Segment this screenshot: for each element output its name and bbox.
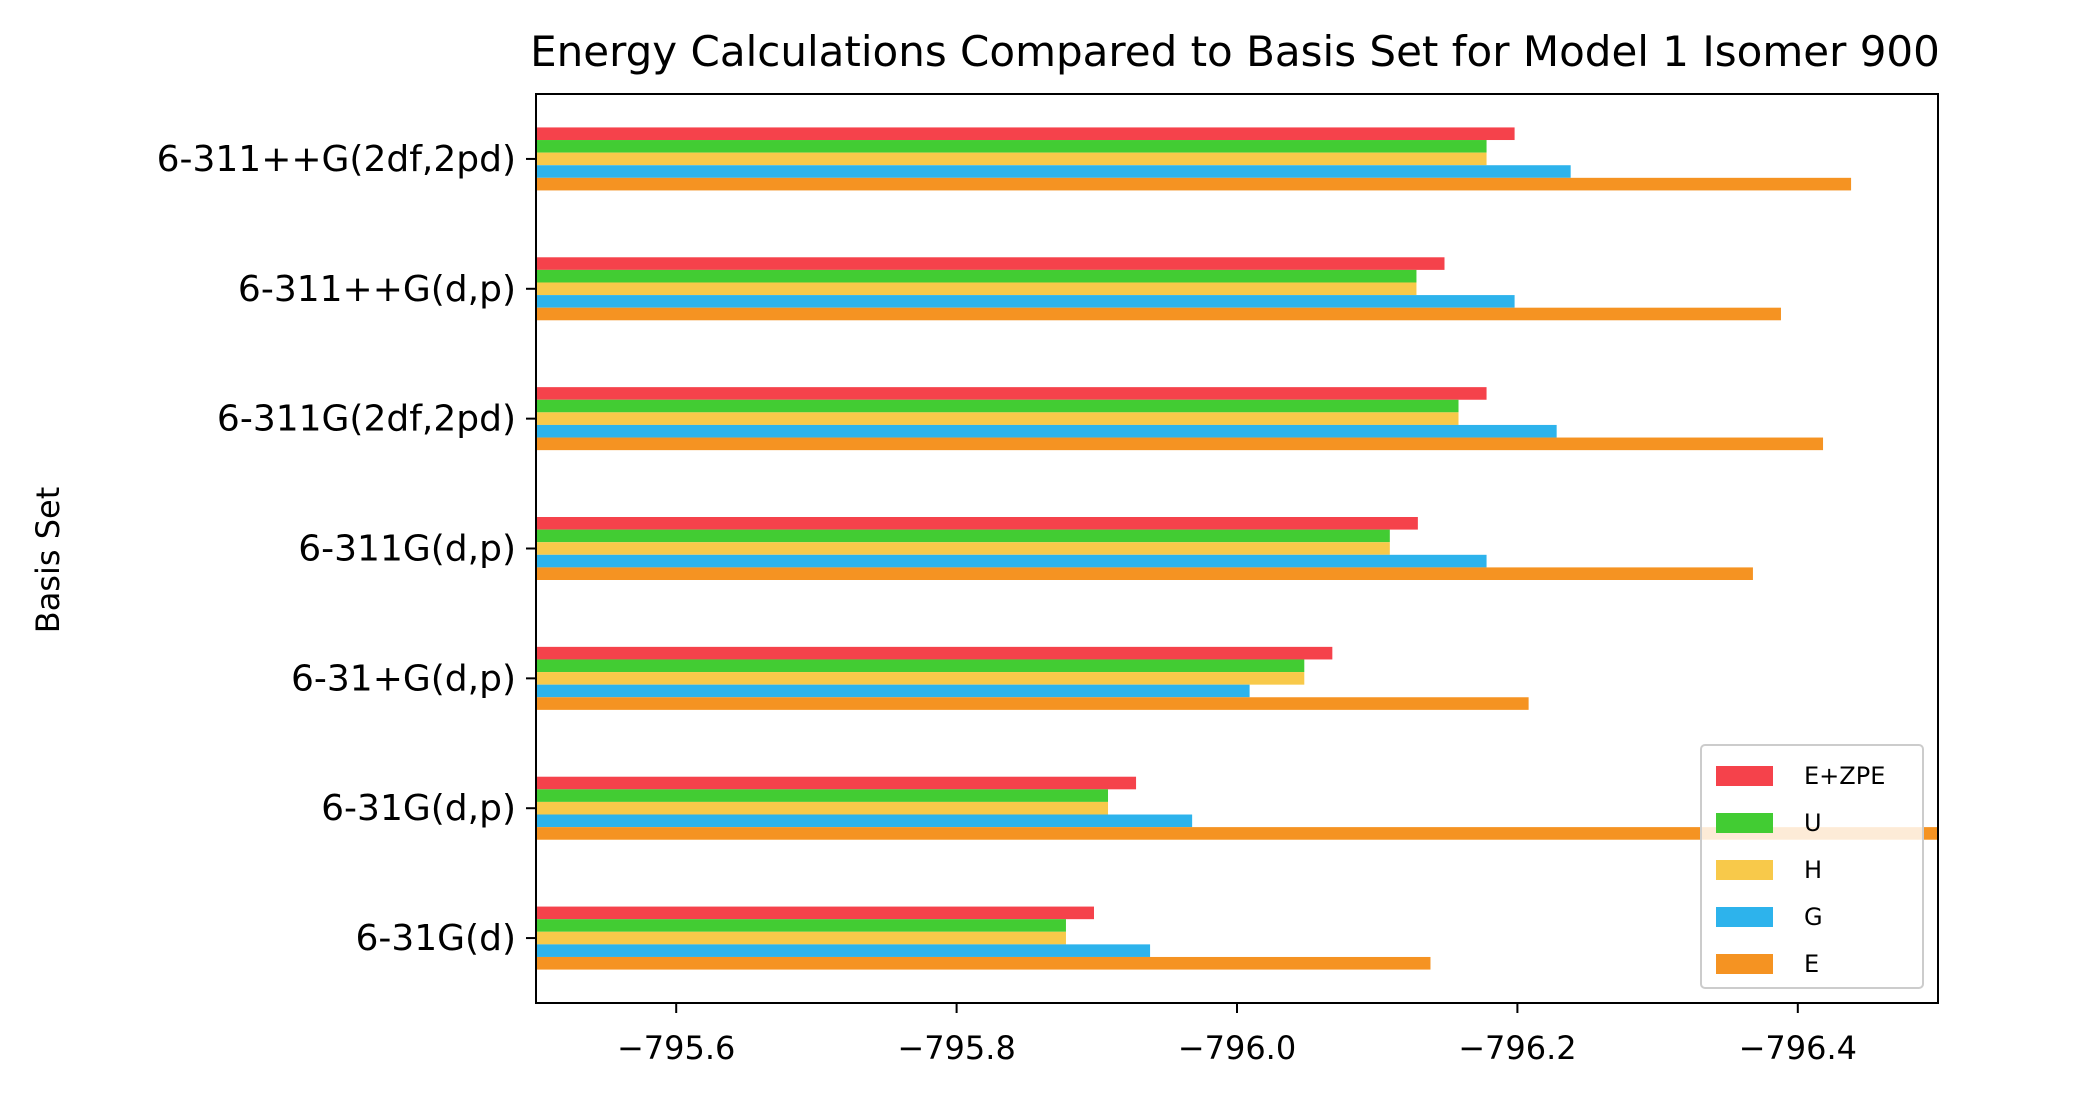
bar-e-zpe-5	[536, 257, 1445, 270]
y-tick-label: 6-311++G(d,p)	[238, 269, 516, 310]
legend-swatch-h	[1716, 860, 1773, 880]
bar-g-2	[536, 684, 1250, 698]
bar-u-4	[536, 399, 1459, 413]
x-tick-label: −796.4	[1739, 1029, 1857, 1067]
bar-e-3	[536, 567, 1753, 580]
bar-u-0	[536, 919, 1066, 932]
bar-e-6	[536, 177, 1852, 191]
legend-label: E+ZPE	[1804, 762, 1885, 790]
bar-g-0	[536, 944, 1151, 957]
bar-e-1	[536, 827, 1938, 840]
bar-u-5	[536, 269, 1417, 283]
bar-h-6	[536, 152, 1487, 166]
x-tick-label: −796.2	[1458, 1029, 1576, 1067]
y-tick-label: 6-311G(2df,2pd)	[217, 399, 516, 440]
bar-h-3	[536, 542, 1390, 555]
x-tick-label: −795.8	[897, 1029, 1015, 1067]
chart-title: Energy Calculations Compared to Basis Se…	[530, 27, 1940, 76]
bar-e-zpe-6	[536, 127, 1515, 141]
y-tick-label: 6-31+G(d,p)	[291, 658, 516, 699]
bar-e-zpe-3	[536, 517, 1418, 530]
bar-g-5	[536, 295, 1515, 308]
bar-g-3	[536, 554, 1487, 568]
y-axis-label: Basis Set	[29, 487, 67, 634]
bar-h-1	[536, 801, 1109, 815]
bar-e-0	[536, 956, 1431, 970]
plot-area: 6-31G(d) 6-31G(d,p) 6-31+G(d,p) 6-311G(d,p)…	[157, 93, 1939, 1067]
bar-h-4	[536, 412, 1459, 425]
legend-label: U	[1804, 809, 1822, 837]
bar-u-6	[536, 140, 1487, 153]
y-tick-label: 6-31G(d)	[355, 918, 516, 959]
legend-label: G	[1804, 903, 1823, 931]
legend-swatch-u	[1716, 813, 1773, 833]
bar-h-0	[536, 931, 1066, 945]
bar-e-zpe-1	[536, 776, 1137, 790]
bar-e-zpe-0	[536, 906, 1094, 920]
legend-swatch-g	[1716, 907, 1773, 927]
bar-h-2	[536, 672, 1305, 685]
bar-g-4	[536, 424, 1557, 438]
bar-u-2	[536, 659, 1305, 673]
y-tick-label: 6-31G(d,p)	[321, 788, 516, 829]
x-tick-label: −795.6	[617, 1029, 735, 1067]
bar-u-1	[536, 789, 1109, 802]
bar-e-2	[536, 697, 1529, 710]
x-tick-label: −796.0	[1178, 1029, 1296, 1067]
legend-swatch-e	[1716, 954, 1773, 974]
legend-box	[1700, 744, 1924, 989]
y-tick-label: 6-311++G(2df,2pd)	[157, 139, 516, 180]
bar-e-zpe-4	[536, 387, 1487, 400]
y-tick-label: 6-311G(d,p)	[298, 529, 516, 570]
bar-u-3	[536, 529, 1390, 543]
bar-e-zpe-2	[536, 646, 1333, 660]
bar-g-6	[536, 165, 1571, 178]
bar-g-1	[536, 814, 1193, 828]
bar-e-5	[536, 307, 1781, 321]
legend-swatch-e-zpe	[1716, 766, 1773, 786]
bar-h-5	[536, 282, 1417, 296]
legend-label: E	[1804, 950, 1819, 978]
legend-label: H	[1804, 856, 1822, 884]
bar-e-4	[536, 437, 1824, 451]
axes-frame	[535, 93, 1939, 1004]
